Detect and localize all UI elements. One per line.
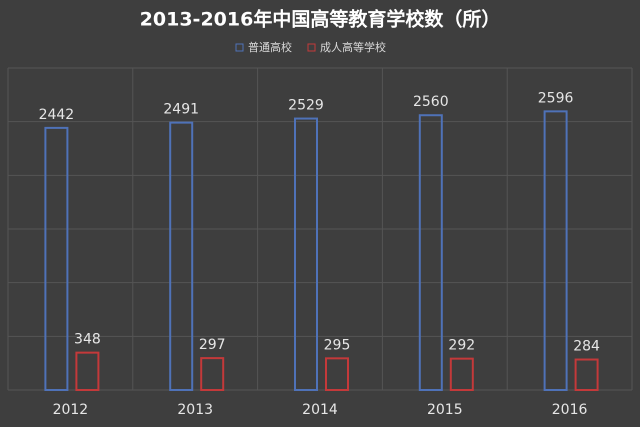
legend-swatch [307,43,316,52]
data-label: 348 [74,332,101,348]
x-tick-label: 2015 [427,402,463,418]
bar [449,357,474,391]
bar [200,357,225,392]
x-tick-label: 2013 [177,402,213,418]
x-tick-label: 2014 [302,402,338,418]
bar [574,358,599,391]
chart-title: 2013-2016年中国高等教育学校数（所） [140,8,501,31]
x-tick-label: 2016 [552,402,588,418]
x-tick-label: 2012 [53,402,89,418]
legend-swatch [235,43,244,52]
data-label: 295 [324,337,351,353]
data-label: 2442 [39,107,75,123]
bar [543,110,568,391]
bar [418,114,443,392]
data-label: 284 [573,339,600,355]
legend-label: 成人高等学校 [320,40,386,54]
data-label: 297 [199,337,226,353]
data-label: 2491 [163,102,199,118]
legend-label: 普通高校 [248,40,292,54]
bar [44,126,69,391]
bar [169,121,194,392]
bar [325,357,349,392]
data-label: 2560 [413,94,449,110]
data-label: 292 [448,338,475,354]
data-label: 2596 [538,90,574,106]
bar [294,117,318,392]
bar [75,351,100,392]
data-label: 2529 [288,98,324,114]
